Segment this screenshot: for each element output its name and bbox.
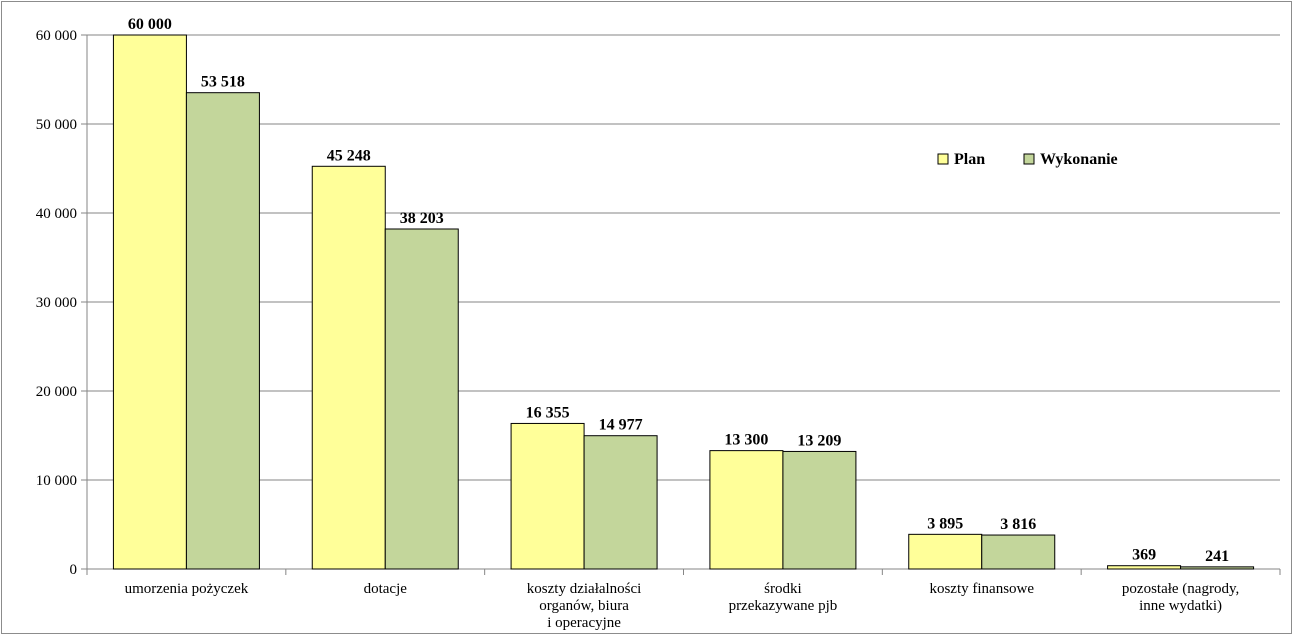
x-category-label-line: inne wydatki) <box>1139 598 1222 614</box>
data-label-wykonanie: 3 816 <box>1000 516 1036 533</box>
x-category-label: koszty finansowe <box>929 581 1034 597</box>
legend: Plan Wykonanie <box>937 151 1118 168</box>
x-category-label-line: pozostałe (nagrody, <box>1122 581 1239 597</box>
y-tick-label: 50 000 <box>36 117 77 133</box>
y-tick-label: 40 000 <box>36 206 77 222</box>
x-category-label-line: koszty finansowe <box>929 581 1034 597</box>
bar-plan <box>908 533 983 570</box>
y-tick-label: 10 000 <box>36 473 77 489</box>
bar-plan <box>311 165 386 570</box>
data-label-wykonanie: 14 977 <box>599 417 643 434</box>
data-label-plan: 3 895 <box>927 515 963 532</box>
x-category-label: dotacje <box>364 581 408 597</box>
bar-plan <box>709 450 784 570</box>
bar-plan <box>1107 565 1182 570</box>
bar-wykonanie <box>782 450 857 570</box>
x-category-label-line: dotacje <box>364 581 408 597</box>
bar-plan <box>112 34 187 570</box>
data-label-plan: 16 355 <box>526 404 570 421</box>
bar-wykonanie <box>384 228 459 570</box>
x-category-label: środki przekazywane pjb <box>729 581 838 614</box>
data-label-wykonanie: 53 518 <box>201 74 245 91</box>
data-label-plan: 369 <box>1132 547 1156 564</box>
x-category-label-line: przekazywane pjb <box>729 598 838 614</box>
axes: 0 10 000 20 000 30 000 40 000 50 000 60 000 umo… <box>36 28 1281 631</box>
data-label-wykonanie: 38 203 <box>400 210 444 227</box>
data-label-wykonanie: 241 <box>1205 548 1229 565</box>
y-tick-label: 0 <box>70 562 78 578</box>
x-category-label-line: środki <box>764 581 802 597</box>
x-category-label: pozostałe (nagrody, inne wydatki) <box>1122 581 1239 614</box>
data-label-wykonanie: 13 209 <box>797 432 841 449</box>
data-label-plan: 60 000 <box>128 16 172 33</box>
x-category-label-line: i operacyjne <box>547 615 621 631</box>
legend-swatch-plan <box>937 153 949 165</box>
x-category-label-line: umorzenia pożyczek <box>125 581 249 597</box>
bar-wykonanie <box>583 435 658 570</box>
x-category-label-line: koszty działalności <box>527 581 642 597</box>
bar-wykonanie <box>185 92 260 570</box>
y-tick-label: 60 000 <box>36 28 77 44</box>
x-category-label-line: organów, biura <box>539 598 629 614</box>
x-category-label: umorzenia pożyczek <box>125 581 249 597</box>
bar-wykonanie <box>1180 566 1255 570</box>
bar-wykonanie <box>981 534 1056 570</box>
data-labels: 60 000 53 518 45 248 38 203 16 355 14 977 13 3… <box>128 16 1229 565</box>
bars <box>112 34 1255 570</box>
data-label-plan: 13 300 <box>724 432 768 449</box>
bar-plan <box>510 422 585 570</box>
y-tick-label: 30 000 <box>36 295 77 311</box>
legend-swatch-wykonanie <box>1023 153 1035 165</box>
data-label-plan: 45 248 <box>327 147 371 164</box>
y-tick-label: 20 000 <box>36 384 77 400</box>
gridlines <box>87 34 1280 481</box>
legend-label-plan: Plan <box>954 151 985 168</box>
legend-label-wykonanie: Wykonanie <box>1040 151 1118 168</box>
x-category-label: koszty działalności organów, biura i opera… <box>527 581 642 631</box>
